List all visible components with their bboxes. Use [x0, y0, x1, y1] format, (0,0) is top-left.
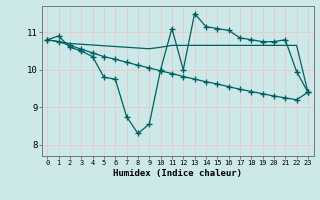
X-axis label: Humidex (Indice chaleur): Humidex (Indice chaleur) — [113, 169, 242, 178]
